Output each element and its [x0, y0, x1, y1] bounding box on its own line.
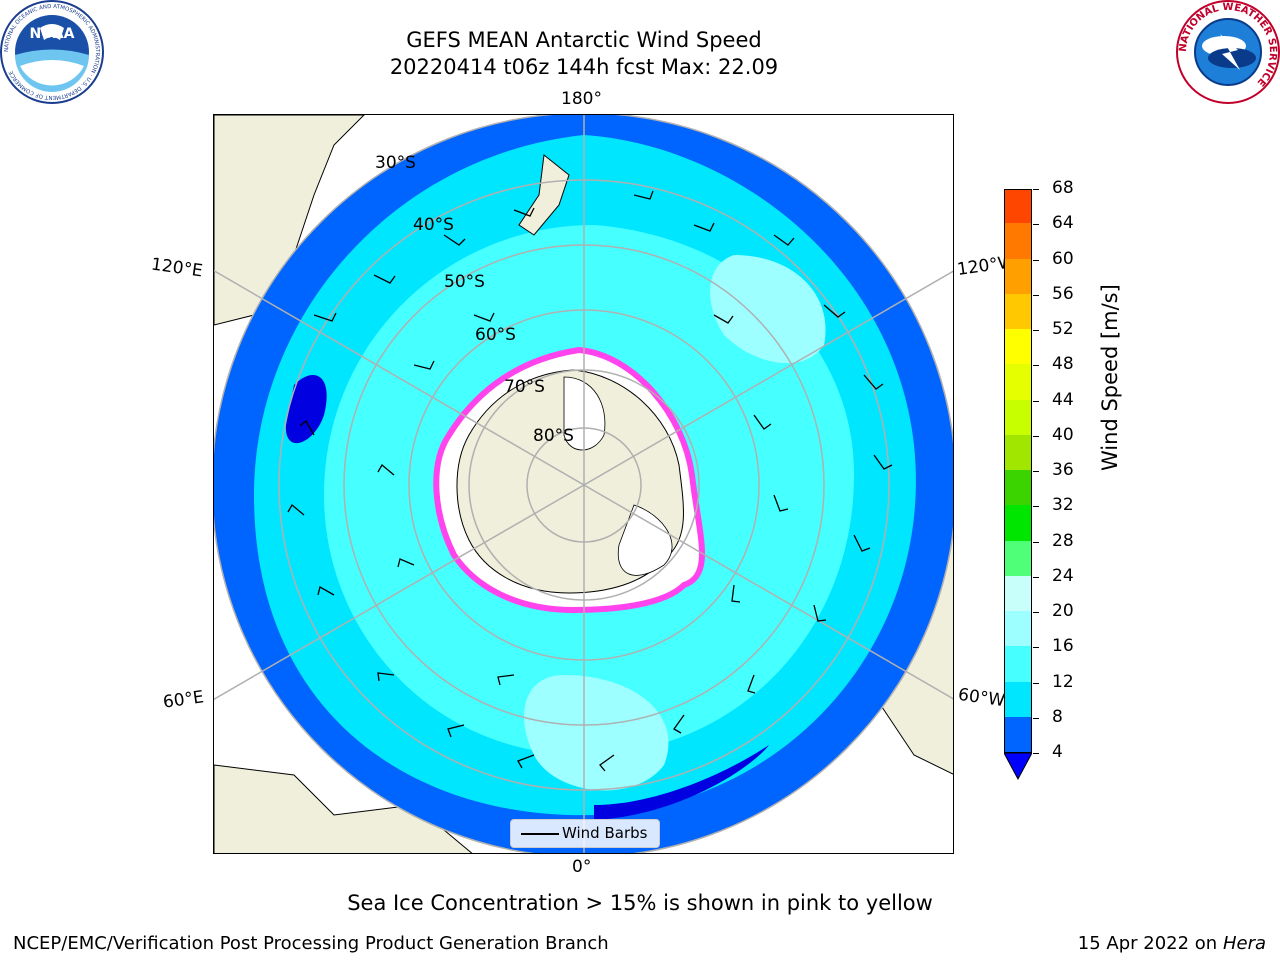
wind-barb-legend: Wind Barbs — [510, 819, 660, 848]
colorbar-segment — [1005, 363, 1031, 400]
colorbar-segment — [1005, 575, 1031, 611]
map-subtitle: 20220414 t06z 144h fcst Max: 22.09 — [389, 55, 779, 79]
colorbar-tick — [1033, 330, 1039, 331]
lat-label-80s: 80°S — [533, 426, 574, 446]
colorbar-tick-label: 16 — [1052, 636, 1074, 657]
colorbar-segment — [1005, 716, 1031, 752]
colorbar-under-arrow — [1004, 753, 1032, 781]
colorbar-segment — [1005, 399, 1031, 435]
colorbar-tick-label: 4 — [1052, 742, 1063, 762]
lon-label-180: 180° — [561, 89, 602, 109]
ronne-ice-shelf — [617, 504, 673, 576]
colorbar-tick — [1033, 189, 1039, 190]
lon-label-60w: 60°W — [956, 684, 1007, 712]
lon-label-120e: 120°E — [149, 254, 204, 282]
australia-land — [214, 115, 365, 326]
colorbar-tick-label: 68 — [1052, 178, 1074, 198]
colorbar-segment — [1005, 434, 1031, 470]
lon-label-0: 0° — [572, 857, 592, 877]
lat-label-50s: 50°S — [444, 272, 485, 292]
issue-date: 15 Apr 2022 on Hera — [1078, 933, 1266, 954]
colorbar-tick — [1033, 506, 1039, 508]
noaa-logo-text: NOAA — [30, 26, 75, 42]
colorbar-tick-label: 8 — [1052, 706, 1063, 727]
lat-label-40s: 40°S — [413, 215, 454, 235]
colorbar-segment — [1005, 190, 1031, 224]
colorbar-segment — [1005, 504, 1031, 541]
colorbar-tick-label: 44 — [1052, 389, 1074, 410]
credit-line: NCEP/EMC/Verification Post Processing Pr… — [13, 933, 609, 954]
colorbar-segment — [1005, 610, 1031, 647]
lon-label-60e: 60°E — [161, 687, 206, 713]
colorbar-segment — [1005, 293, 1031, 329]
colorbar-segment — [1005, 328, 1031, 365]
wind-barb-legend-label: Wind Barbs — [562, 824, 648, 842]
low-wind-streak — [594, 745, 769, 820]
colorbar-tick — [1033, 647, 1039, 649]
lat-label-30s: 30°S — [375, 153, 416, 173]
colorbar-tick — [1033, 435, 1039, 437]
wind-barbs — [287, 190, 893, 772]
colorbar-tick-label: 56 — [1052, 283, 1074, 304]
colorbar-tick — [1033, 682, 1039, 684]
colorbar-segment — [1005, 681, 1031, 717]
colorbar-tick-label: 28 — [1052, 530, 1074, 551]
colorbar-tick-label: 60 — [1052, 248, 1074, 269]
colorbar-tick — [1033, 294, 1039, 296]
colorbar-tick — [1033, 717, 1039, 719]
colorbar-tick — [1033, 753, 1039, 754]
wind-band-16-20-a — [524, 675, 669, 791]
lat-label-70s: 70°S — [504, 377, 545, 397]
issue-date-text: 15 Apr 2022 on — [1077, 933, 1223, 954]
colorbar-tick-label: 32 — [1052, 495, 1074, 516]
polar-map: 30°S 40°S 50°S 60°S 70°S 80°S Wind Barbs — [213, 114, 954, 854]
wind-band-16-20-b — [710, 255, 826, 364]
colorbar-segment — [1005, 222, 1031, 259]
colorbar-tick — [1033, 471, 1039, 472]
colorbar — [1004, 189, 1032, 753]
colorbar-tick — [1033, 224, 1039, 226]
low-wind-patch — [285, 375, 327, 444]
graticule — [214, 115, 953, 853]
colorbar-tick-label: 48 — [1052, 354, 1074, 375]
colorbar-tick — [1033, 612, 1039, 613]
nws-logo: NATIONAL WEATHER SERVICE — [1176, 0, 1280, 104]
noaa-logo: NOAA NATIONAL OCEANIC AND ATMOSPHERIC AD… — [0, 0, 104, 104]
colorbar-tick-label: 40 — [1052, 424, 1074, 445]
colorbar-segment — [1005, 540, 1031, 576]
colorbar-tick — [1033, 400, 1039, 402]
sea-ice-note: Sea Ice Concentration > 15% is shown in … — [347, 891, 933, 915]
colorbar-tick-label: 36 — [1052, 460, 1074, 480]
colorbar-tick — [1033, 576, 1039, 578]
colorbar-tick-label: 12 — [1052, 671, 1074, 692]
colorbar-segment — [1005, 469, 1031, 506]
map-title: GEFS MEAN Antarctic Wind Speed — [406, 28, 762, 52]
new-zealand-land — [518, 154, 570, 236]
colorbar-segment — [1005, 645, 1031, 682]
polar-map-canvas — [214, 115, 953, 853]
wind-barb-legend-line — [521, 833, 559, 835]
colorbar-tick-label: 52 — [1052, 319, 1074, 339]
lat-label-60s: 60°S — [475, 325, 516, 345]
issue-machine: Hera — [1222, 933, 1266, 954]
colorbar-tick — [1033, 541, 1039, 543]
colorbar-title: Wind Speed [m/s] — [1098, 284, 1122, 471]
colorbar-tick-label: 24 — [1052, 565, 1074, 586]
colorbar-tick-label: 64 — [1052, 213, 1074, 234]
colorbar-segment — [1005, 258, 1031, 294]
colorbar-tick — [1033, 365, 1039, 367]
colorbar-tick — [1033, 259, 1039, 261]
colorbar-tick-label: 20 — [1052, 601, 1074, 621]
